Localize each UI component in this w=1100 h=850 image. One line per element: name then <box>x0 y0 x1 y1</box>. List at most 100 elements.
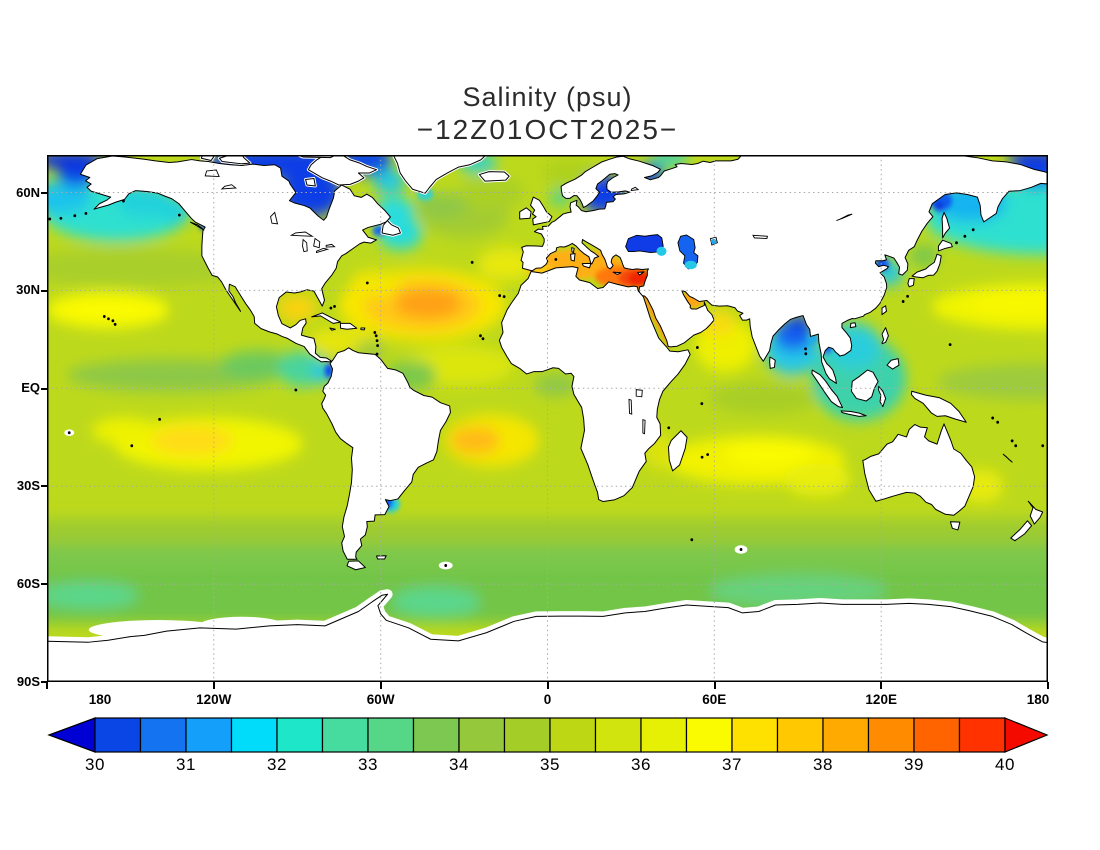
crete <box>613 272 621 274</box>
newfoundland <box>382 221 400 236</box>
small-island <box>901 300 905 303</box>
tasmania <box>950 522 959 530</box>
small-island <box>948 343 952 347</box>
hokkaido <box>938 240 952 251</box>
x-tick <box>546 682 549 689</box>
cbar-label-39: 39 <box>904 755 924 774</box>
map-area <box>47 155 1048 682</box>
small-island <box>955 241 958 245</box>
greenland <box>393 155 486 193</box>
variable-title: Salinity (psu) <box>462 82 633 112</box>
small-island <box>333 304 336 308</box>
y-tick <box>41 387 47 390</box>
colorbar-cell <box>458 717 506 753</box>
mindanao <box>887 359 899 369</box>
salinity-field-map <box>47 155 1048 682</box>
taiwan <box>882 306 886 315</box>
small-island <box>667 426 671 430</box>
lake-baikal <box>836 214 852 221</box>
small-island <box>481 337 485 341</box>
xlabel-0: 0 <box>543 692 552 707</box>
great-britain <box>531 197 552 225</box>
colorbar-cell <box>685 717 733 753</box>
small-island <box>695 346 699 349</box>
honshu <box>912 254 941 277</box>
inland-seas-layer <box>626 235 718 270</box>
cbar-label-30: 30 <box>85 755 105 774</box>
x-tick <box>46 682 49 689</box>
y-tick <box>41 583 47 586</box>
sicily <box>582 263 591 268</box>
colorbar-cell <box>913 717 961 753</box>
land-layer <box>47 155 1048 682</box>
cbar-label-31: 31 <box>176 755 196 774</box>
colorbar-cell <box>412 717 460 753</box>
small-island <box>375 339 379 343</box>
southampton-island <box>306 178 316 186</box>
tierra-del-fuego <box>347 561 365 570</box>
colorbar-cell <box>731 717 779 753</box>
sakhalin <box>942 212 950 237</box>
puerto-rico <box>361 328 365 330</box>
small-island <box>111 319 115 323</box>
colorbar-left-arrow <box>47 717 96 753</box>
small-island <box>158 417 162 421</box>
java <box>841 411 866 417</box>
small-island <box>375 352 379 356</box>
lakes-layer <box>205 170 852 434</box>
small-island <box>470 260 474 264</box>
y-tick <box>41 485 47 488</box>
small-island <box>554 257 558 261</box>
graticule-overlay <box>47 155 1048 682</box>
jamaica <box>330 328 336 330</box>
small-island <box>102 315 106 318</box>
small-island <box>113 322 117 326</box>
new-guinea <box>911 391 966 422</box>
ylabel-60s: 60S <box>16 576 40 592</box>
small-island <box>690 538 694 542</box>
sardinia <box>571 254 575 262</box>
colorbar-cell <box>276 717 324 753</box>
colorbar-cell <box>594 717 642 753</box>
iceland <box>479 172 509 181</box>
kyushu <box>908 279 914 287</box>
falklands <box>376 556 386 559</box>
small-island <box>479 334 482 338</box>
new-zealand-north <box>1028 501 1042 524</box>
madagascar <box>668 431 687 471</box>
small-island <box>73 214 77 218</box>
australia <box>863 424 975 515</box>
small-island <box>1010 439 1014 443</box>
lake-ontario <box>326 244 334 247</box>
small-island <box>177 213 181 217</box>
small-island <box>107 317 110 321</box>
small-island <box>706 453 710 457</box>
map-frame <box>47 155 1048 682</box>
ylabel-30s: 30S <box>16 478 40 494</box>
small-island <box>804 352 808 356</box>
cbar-label-37: 37 <box>722 755 742 774</box>
small-island <box>373 331 377 334</box>
colorbar-cell <box>776 717 824 753</box>
small-islands-layer <box>48 199 1045 567</box>
y-tick <box>41 681 47 684</box>
lake-balkhash <box>753 235 767 238</box>
small-island <box>498 294 502 298</box>
graticule-lines <box>47 155 1048 682</box>
colorbar-cell <box>958 717 1006 753</box>
lake-superior <box>291 232 312 236</box>
new-zealand-south <box>1011 521 1032 541</box>
xlabel-180w: 180 <box>88 692 112 707</box>
lake-victoria <box>636 390 642 397</box>
ylabel-eq: EQ <box>21 380 40 396</box>
small-island <box>122 199 125 203</box>
xlabel-60e: 60E <box>702 692 727 707</box>
colorbar-cell <box>139 717 187 753</box>
black-sea <box>626 235 664 253</box>
vancouver-island <box>190 222 203 230</box>
small-island <box>963 234 967 238</box>
lake-tanganyika <box>629 399 632 414</box>
small-island <box>804 347 807 351</box>
small-island <box>130 444 134 448</box>
